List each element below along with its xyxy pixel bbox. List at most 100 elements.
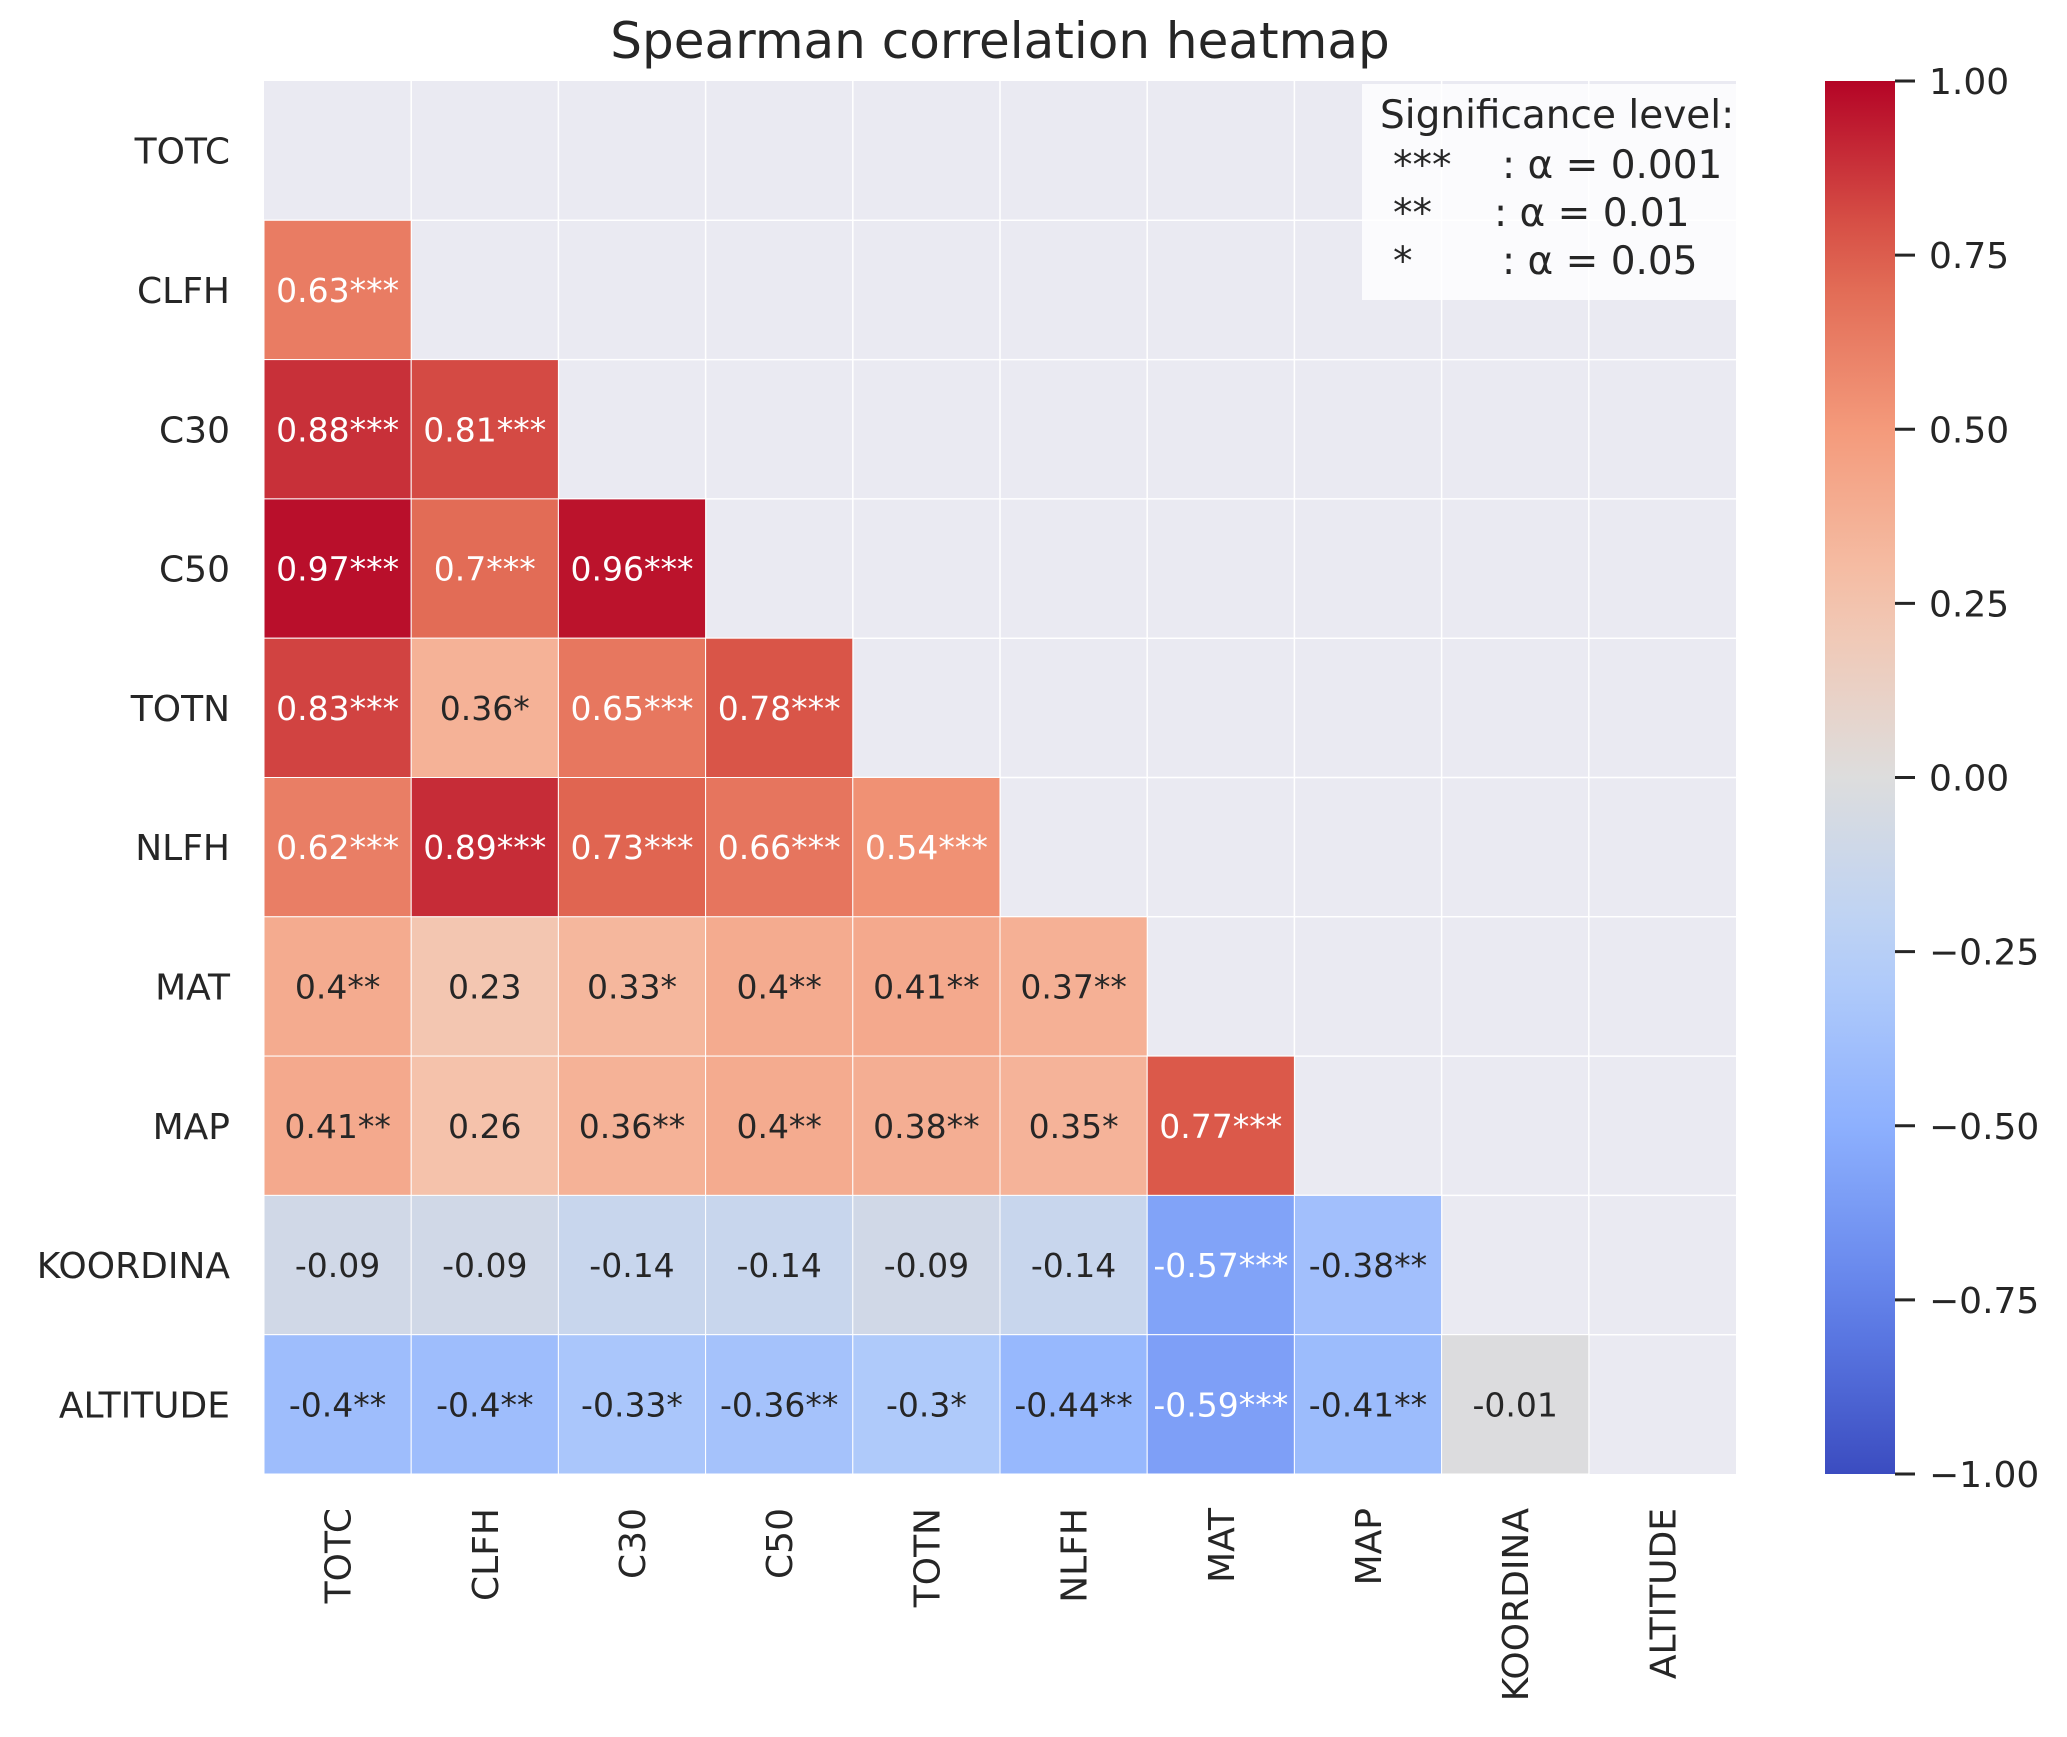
legend-marker-1: *** xyxy=(1393,143,1452,188)
y-tick-label-altitude: ALTITUDE xyxy=(59,1385,230,1426)
colorbar-tick-label: −0.75 xyxy=(1929,1281,2039,1322)
cell-label: -0.41** xyxy=(1309,1385,1427,1424)
heatmap-cell-koordina-c50 xyxy=(705,1194,854,1336)
legend-text-1: : α = 0.001 xyxy=(1502,143,1722,188)
colorbar-tick-label: −1.00 xyxy=(1929,1455,2039,1496)
heatmap-cell-koordina-c30 xyxy=(557,1194,707,1336)
heatmap-cell-altitude-koordina xyxy=(1441,1334,1590,1475)
heatmap-cell-map-totc xyxy=(263,1055,412,1196)
cell-label: -0.38** xyxy=(1309,1246,1427,1285)
cell-label: 0.36* xyxy=(440,689,530,728)
cell-label: 0.41** xyxy=(873,967,979,1006)
cell-label: 0.66*** xyxy=(718,828,841,867)
heatmap-cell-nlfh-c30 xyxy=(557,777,707,918)
heatmap-cell-altitude-map xyxy=(1293,1334,1443,1475)
legend-text-2: : α = 0.01 xyxy=(1494,191,1690,236)
heatmap-cell-mat-nlfh xyxy=(999,916,1148,1057)
y-tick-label-map: MAP xyxy=(153,1107,230,1148)
legend-text-3: : α = 0.05 xyxy=(1502,239,1698,284)
cell-label: 0.54*** xyxy=(865,828,988,867)
y-tick-label-clfh: CLFH xyxy=(137,271,230,312)
heatmap-cell-c50-c30 xyxy=(557,498,707,639)
cell-label: 0.83*** xyxy=(276,689,399,728)
heatmap-cell-altitude-totc xyxy=(263,1334,412,1475)
y-tick-label-c30: C30 xyxy=(159,410,230,451)
cell-label: -0.09 xyxy=(884,1246,969,1285)
heatmap-cell-map-c30 xyxy=(557,1055,707,1196)
legend-marker-3: * xyxy=(1393,239,1413,284)
heatmap-cell-altitude-mat xyxy=(1146,1334,1295,1475)
heatmap-cell-c30-totc xyxy=(263,359,412,500)
heatmap-cell-nlfh-totc xyxy=(263,777,412,918)
y-tick-label-totc: TOTC xyxy=(134,132,230,173)
cell-label: 0.4** xyxy=(736,967,821,1006)
heatmap-cell-totn-totc xyxy=(263,637,412,779)
cell-label: 0.97*** xyxy=(276,550,399,589)
heatmap-cell-totn-c50 xyxy=(705,637,854,779)
heatmap-cell-nlfh-c50 xyxy=(705,777,854,918)
cell-label: -0.33* xyxy=(581,1385,683,1424)
x-tick-label-c50: C50 xyxy=(760,1508,801,1579)
cell-label: -0.09 xyxy=(295,1246,380,1285)
cell-label: -0.01 xyxy=(1473,1385,1558,1424)
colorbar-tick-label: 0.25 xyxy=(1929,584,2009,625)
cell-label: -0.36** xyxy=(720,1385,838,1424)
cell-label: -0.14 xyxy=(737,1246,822,1285)
x-tick-label-mat: MAT xyxy=(1202,1507,1243,1583)
cell-label: 0.4** xyxy=(736,1107,821,1146)
x-tick-label-totn: TOTN xyxy=(907,1508,948,1608)
cell-label: -0.3* xyxy=(886,1385,967,1424)
y-tick-label-totn: TOTN xyxy=(130,689,230,730)
chart-title: Spearman correlation heatmap xyxy=(610,12,1389,70)
colorbar-tick-label: 0.75 xyxy=(1929,236,2009,277)
heatmap-cell-map-nlfh xyxy=(999,1055,1148,1196)
cell-label: 0.81*** xyxy=(423,410,546,449)
cell-label: -0.44** xyxy=(1014,1385,1132,1424)
legend-title: Significance level: xyxy=(1380,93,1734,138)
y-axis: TOTC CLFH C30 C50 TOTN NLFH MAT MAP KOORDINA ALTI… xyxy=(37,132,231,1427)
heatmap-cell-koordina-totc xyxy=(263,1194,412,1336)
x-tick-label-c30: C30 xyxy=(613,1508,654,1579)
heatmap-cell-c50-totc xyxy=(263,498,412,639)
cell-label: 0.36** xyxy=(579,1107,685,1146)
y-tick-label-c50: C50 xyxy=(159,550,230,591)
heatmap-cell-koordina-mat xyxy=(1146,1194,1295,1336)
cell-label: -0.4** xyxy=(436,1385,533,1424)
colorbar-tick-label: 1.00 xyxy=(1929,62,2009,103)
legend-box xyxy=(1362,84,1736,300)
colorbar-tick-label: 0.00 xyxy=(1929,759,2009,800)
cell-label: 0.63*** xyxy=(276,271,399,310)
heatmap-cell-totn-c30 xyxy=(557,637,707,779)
heatmap-cell-clfh-totc xyxy=(263,219,412,361)
cell-label: 0.96*** xyxy=(571,550,694,589)
cell-label: 0.89*** xyxy=(423,828,546,867)
heatmap-cell-koordina-map xyxy=(1293,1194,1443,1336)
heatmap-cell-c30-clfh xyxy=(410,359,559,500)
cell-label: -0.14 xyxy=(589,1246,674,1285)
cell-label: 0.65*** xyxy=(571,689,694,728)
heatmap-cell-mat-totc xyxy=(263,916,412,1057)
heatmap-cell-map-c50 xyxy=(705,1055,854,1196)
cell-label: 0.37** xyxy=(1020,967,1126,1006)
cell-label: 0.7*** xyxy=(434,550,536,589)
cell-label: 0.77*** xyxy=(1159,1107,1282,1146)
colorbar-gradient xyxy=(1825,81,1895,1474)
heatmap-cell-mat-c30 xyxy=(557,916,707,1057)
x-axis: TOTC CLFH C30 C50 TOTN NLFH MAT MAP KOORDINA ALTI… xyxy=(319,1507,1685,1701)
heatmap-cell-c50-clfh xyxy=(410,498,559,639)
x-tick-label-totc: TOTC xyxy=(319,1508,360,1604)
heatmap-cell-mat-c50 xyxy=(705,916,854,1057)
x-tick-label-altitude: ALTITUDE xyxy=(1643,1508,1684,1679)
colorbar-tick-label: −0.50 xyxy=(1929,1107,2039,1148)
colorbar: 1.00 0.75 0.50 0.25 0.00 −0.25 −0.50 −0.75 −1.00 xyxy=(1825,62,2039,1496)
cell-label: 0.33* xyxy=(587,967,677,1006)
cell-label: 0.4** xyxy=(295,967,380,1006)
cell-label: 0.88*** xyxy=(276,410,399,449)
y-tick-label-mat: MAT xyxy=(155,967,231,1008)
colorbar-tick-label: −0.25 xyxy=(1929,933,2039,974)
heatmap-cell-mat-totn xyxy=(852,916,1001,1057)
heatmap-cell-map-totn xyxy=(852,1055,1001,1196)
heatmap-cell-mat-clfh xyxy=(410,916,559,1057)
cell-label: 0.62*** xyxy=(276,828,399,867)
x-tick-label-clfh: CLFH xyxy=(466,1508,507,1601)
